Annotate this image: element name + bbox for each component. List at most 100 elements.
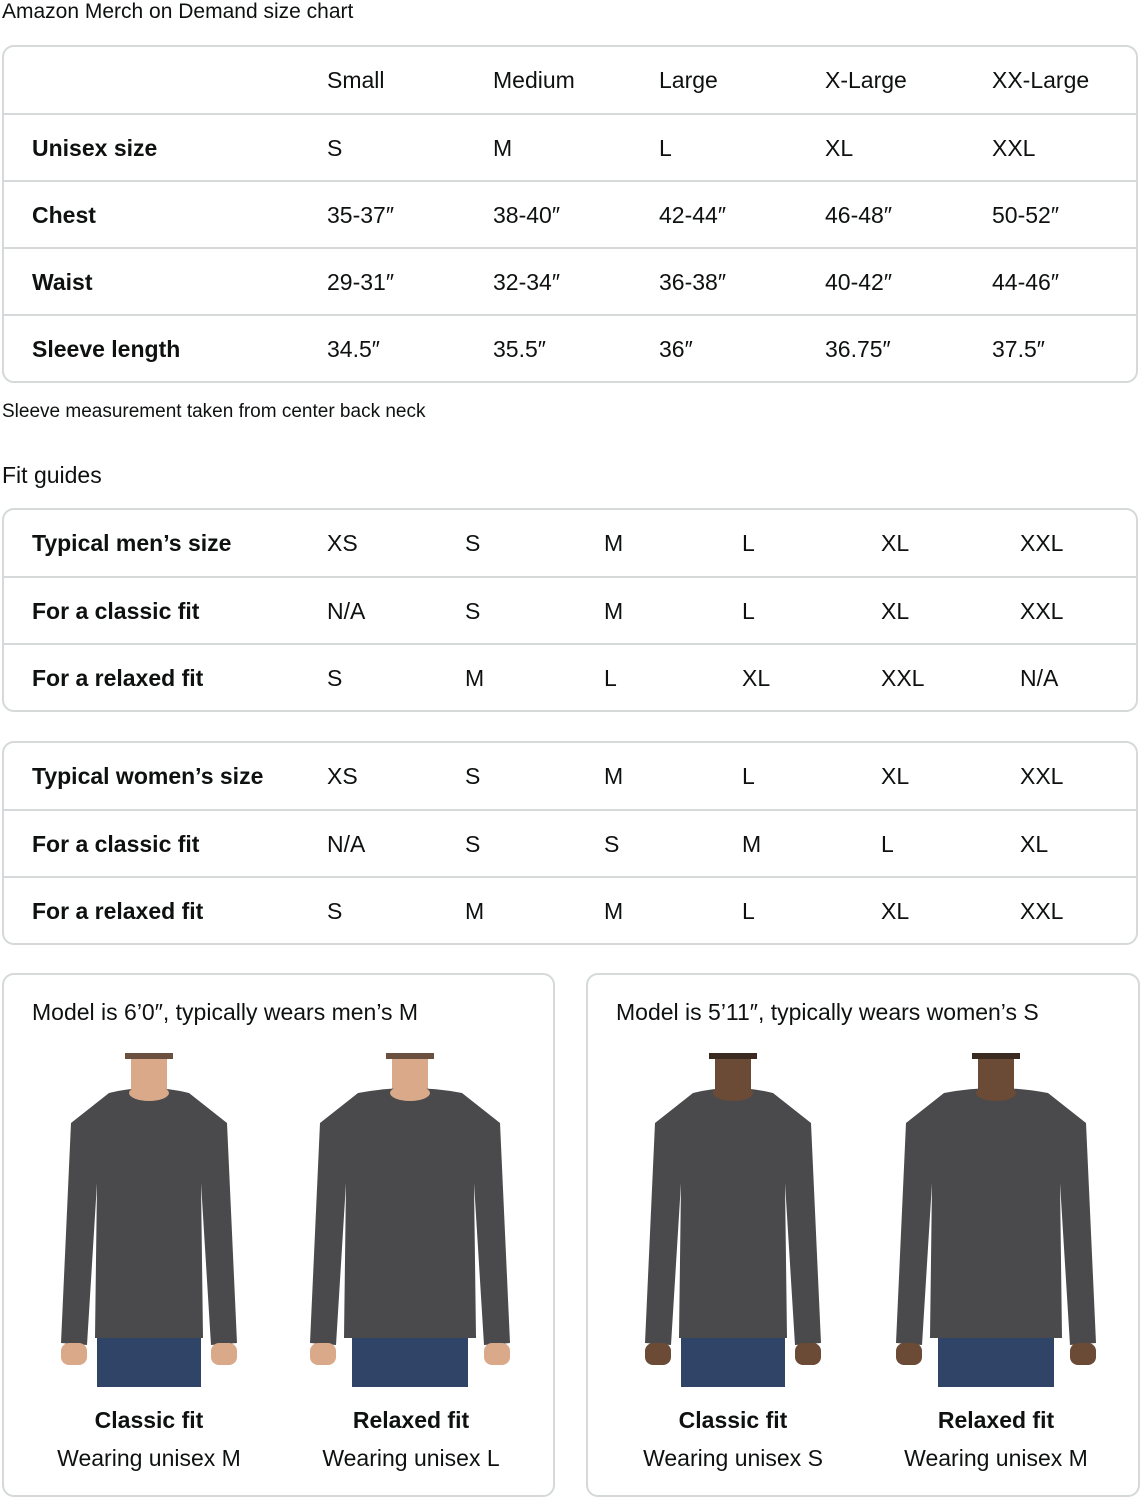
sleeve-note: Sleeve measurement taken from center bac… — [2, 401, 426, 422]
table-cell: 35.5″ — [493, 336, 546, 362]
model-description: Model is 5’11″, typically wears women’s … — [616, 999, 1039, 1025]
table-cell: 29-31″ — [327, 269, 394, 295]
table-cell: S — [327, 135, 343, 161]
hand — [645, 1343, 671, 1365]
table-cell: XL — [742, 665, 771, 691]
model-photo-relaxed — [310, 1053, 510, 1387]
table-cell: XS — [327, 530, 358, 556]
table-cell: X-Large — [825, 67, 907, 93]
table-cell: S — [327, 665, 343, 691]
table-row: Waist 29-31″ 32-34″ 36-38″ 40-42″ 44-46″ — [4, 247, 1136, 314]
table-cell: XXL — [1020, 763, 1064, 789]
hair — [386, 1053, 434, 1059]
table-cell: Large — [659, 67, 718, 93]
hand — [795, 1343, 821, 1365]
table-cell: 34.5″ — [327, 336, 380, 362]
table-cell: 42-44″ — [659, 202, 726, 228]
table-cell: L — [742, 763, 755, 789]
table-cell: XX-Large — [992, 67, 1090, 93]
size-chart-table: Small Medium Large X-Large XX-Large Unisex si… — [2, 45, 1138, 383]
table-cell: M — [465, 898, 485, 924]
table-cell: 44-46″ — [992, 269, 1059, 295]
row-label: Waist — [32, 269, 93, 295]
table-cell: M — [465, 665, 485, 691]
model-description: Model is 6’0″, typically wears men’s M — [32, 999, 419, 1025]
row-label: Sleeve length — [32, 336, 181, 362]
model-card-men: Model is 6’0″, typically wears men’s M C… — [2, 973, 555, 1497]
hair — [972, 1053, 1020, 1059]
table-cell: XL — [825, 135, 854, 161]
row-label: For a relaxed fit — [32, 665, 204, 691]
fit-wearing: Wearing unisex M — [904, 1445, 1088, 1471]
table-cell: N/A — [327, 598, 366, 624]
table-cell: S — [465, 530, 481, 556]
model-photo-classic — [49, 1053, 249, 1387]
table-cell: S — [465, 831, 481, 857]
table-row: Unisex size S M L XL XXL — [4, 113, 1136, 180]
row-label: For a relaxed fit — [32, 898, 204, 924]
row-label: Unisex size — [32, 135, 158, 161]
table-cell: XL — [881, 598, 910, 624]
table-cell: 32-34″ — [493, 269, 560, 295]
table-cell: N/A — [327, 831, 366, 857]
table-row: Sleeve length 34.5″ 35.5″ 36″ 36.75″ 37.5″ — [4, 314, 1136, 381]
page-title: Amazon Merch on Demand size chart — [2, 0, 354, 23]
table-cell: 36.75″ — [825, 336, 891, 362]
fit-name: Classic fit — [94, 1407, 204, 1433]
table-cell: M — [604, 763, 624, 789]
table-cell: S — [327, 898, 343, 924]
table-row: For a relaxed fit S M L XL XXL N/A — [4, 643, 1136, 710]
table-cell: M — [493, 135, 513, 161]
table-cell: XXL — [1020, 898, 1064, 924]
table-cell: XL — [881, 898, 910, 924]
table-cell: 40-42″ — [825, 269, 892, 295]
fit-wearing: Wearing unisex S — [643, 1445, 823, 1471]
model-photo-classic — [633, 1053, 833, 1387]
table-row: Chest 35-37″ 38-40″ 42-44″ 46-48″ 50-52″ — [4, 180, 1136, 247]
table-row: Typical women’s size XS S M L XL XXL — [4, 743, 1136, 809]
hand — [310, 1343, 336, 1365]
table-cell: XL — [881, 530, 910, 556]
table-cell: 37.5″ — [992, 336, 1045, 362]
table-row: For a classic fit N/A S M L XL XXL — [4, 576, 1136, 643]
table-cell: XS — [327, 763, 358, 789]
mens-fit-table: Typical men’s size XS S M L XL XXL For a classi… — [2, 508, 1138, 712]
womens-fit-table: Typical women’s size XS S M L XL XXL For a clas… — [2, 741, 1138, 945]
row-label: For a classic fit — [32, 598, 200, 624]
table-cell: 36-38″ — [659, 269, 726, 295]
row-label: For a classic fit — [32, 831, 200, 857]
table-cell: S — [465, 763, 481, 789]
table-cell: L — [742, 898, 755, 924]
table-header-row: Small Medium Large X-Large XX-Large — [4, 47, 1136, 113]
table-cell: Medium — [493, 67, 575, 93]
table-row: Typical men’s size XS S M L XL XXL — [4, 510, 1136, 576]
table-cell: 35-37″ — [327, 202, 394, 228]
table-row: For a classic fit N/A S S M L XL — [4, 809, 1136, 876]
table-cell: M — [604, 898, 624, 924]
table-cell: M — [742, 831, 762, 857]
fit-guides-heading: Fit guides — [2, 462, 102, 488]
table-cell: M — [604, 530, 624, 556]
table-cell: L — [604, 665, 617, 691]
hand — [896, 1343, 922, 1365]
hand — [1070, 1343, 1096, 1365]
row-label: Typical men’s size — [32, 530, 232, 556]
table-cell: XL — [1020, 831, 1049, 857]
shirt — [645, 1088, 821, 1345]
table-cell: 36″ — [659, 336, 693, 362]
table-cell: XXL — [1020, 530, 1064, 556]
table-cell: L — [742, 598, 755, 624]
fit-name: Relaxed fit — [352, 1407, 470, 1433]
hand — [61, 1343, 87, 1365]
table-cell: 38-40″ — [493, 202, 560, 228]
table-cell: L — [659, 135, 672, 161]
table-cell: 46-48″ — [825, 202, 892, 228]
shirt — [896, 1088, 1096, 1345]
table-cell: M — [604, 598, 624, 624]
fit-name: Relaxed fit — [937, 1407, 1055, 1433]
table-cell: S — [604, 831, 620, 857]
hand — [484, 1343, 510, 1365]
table-cell: XXL — [881, 665, 925, 691]
table-cell: S — [465, 598, 481, 624]
table-cell: L — [881, 831, 894, 857]
